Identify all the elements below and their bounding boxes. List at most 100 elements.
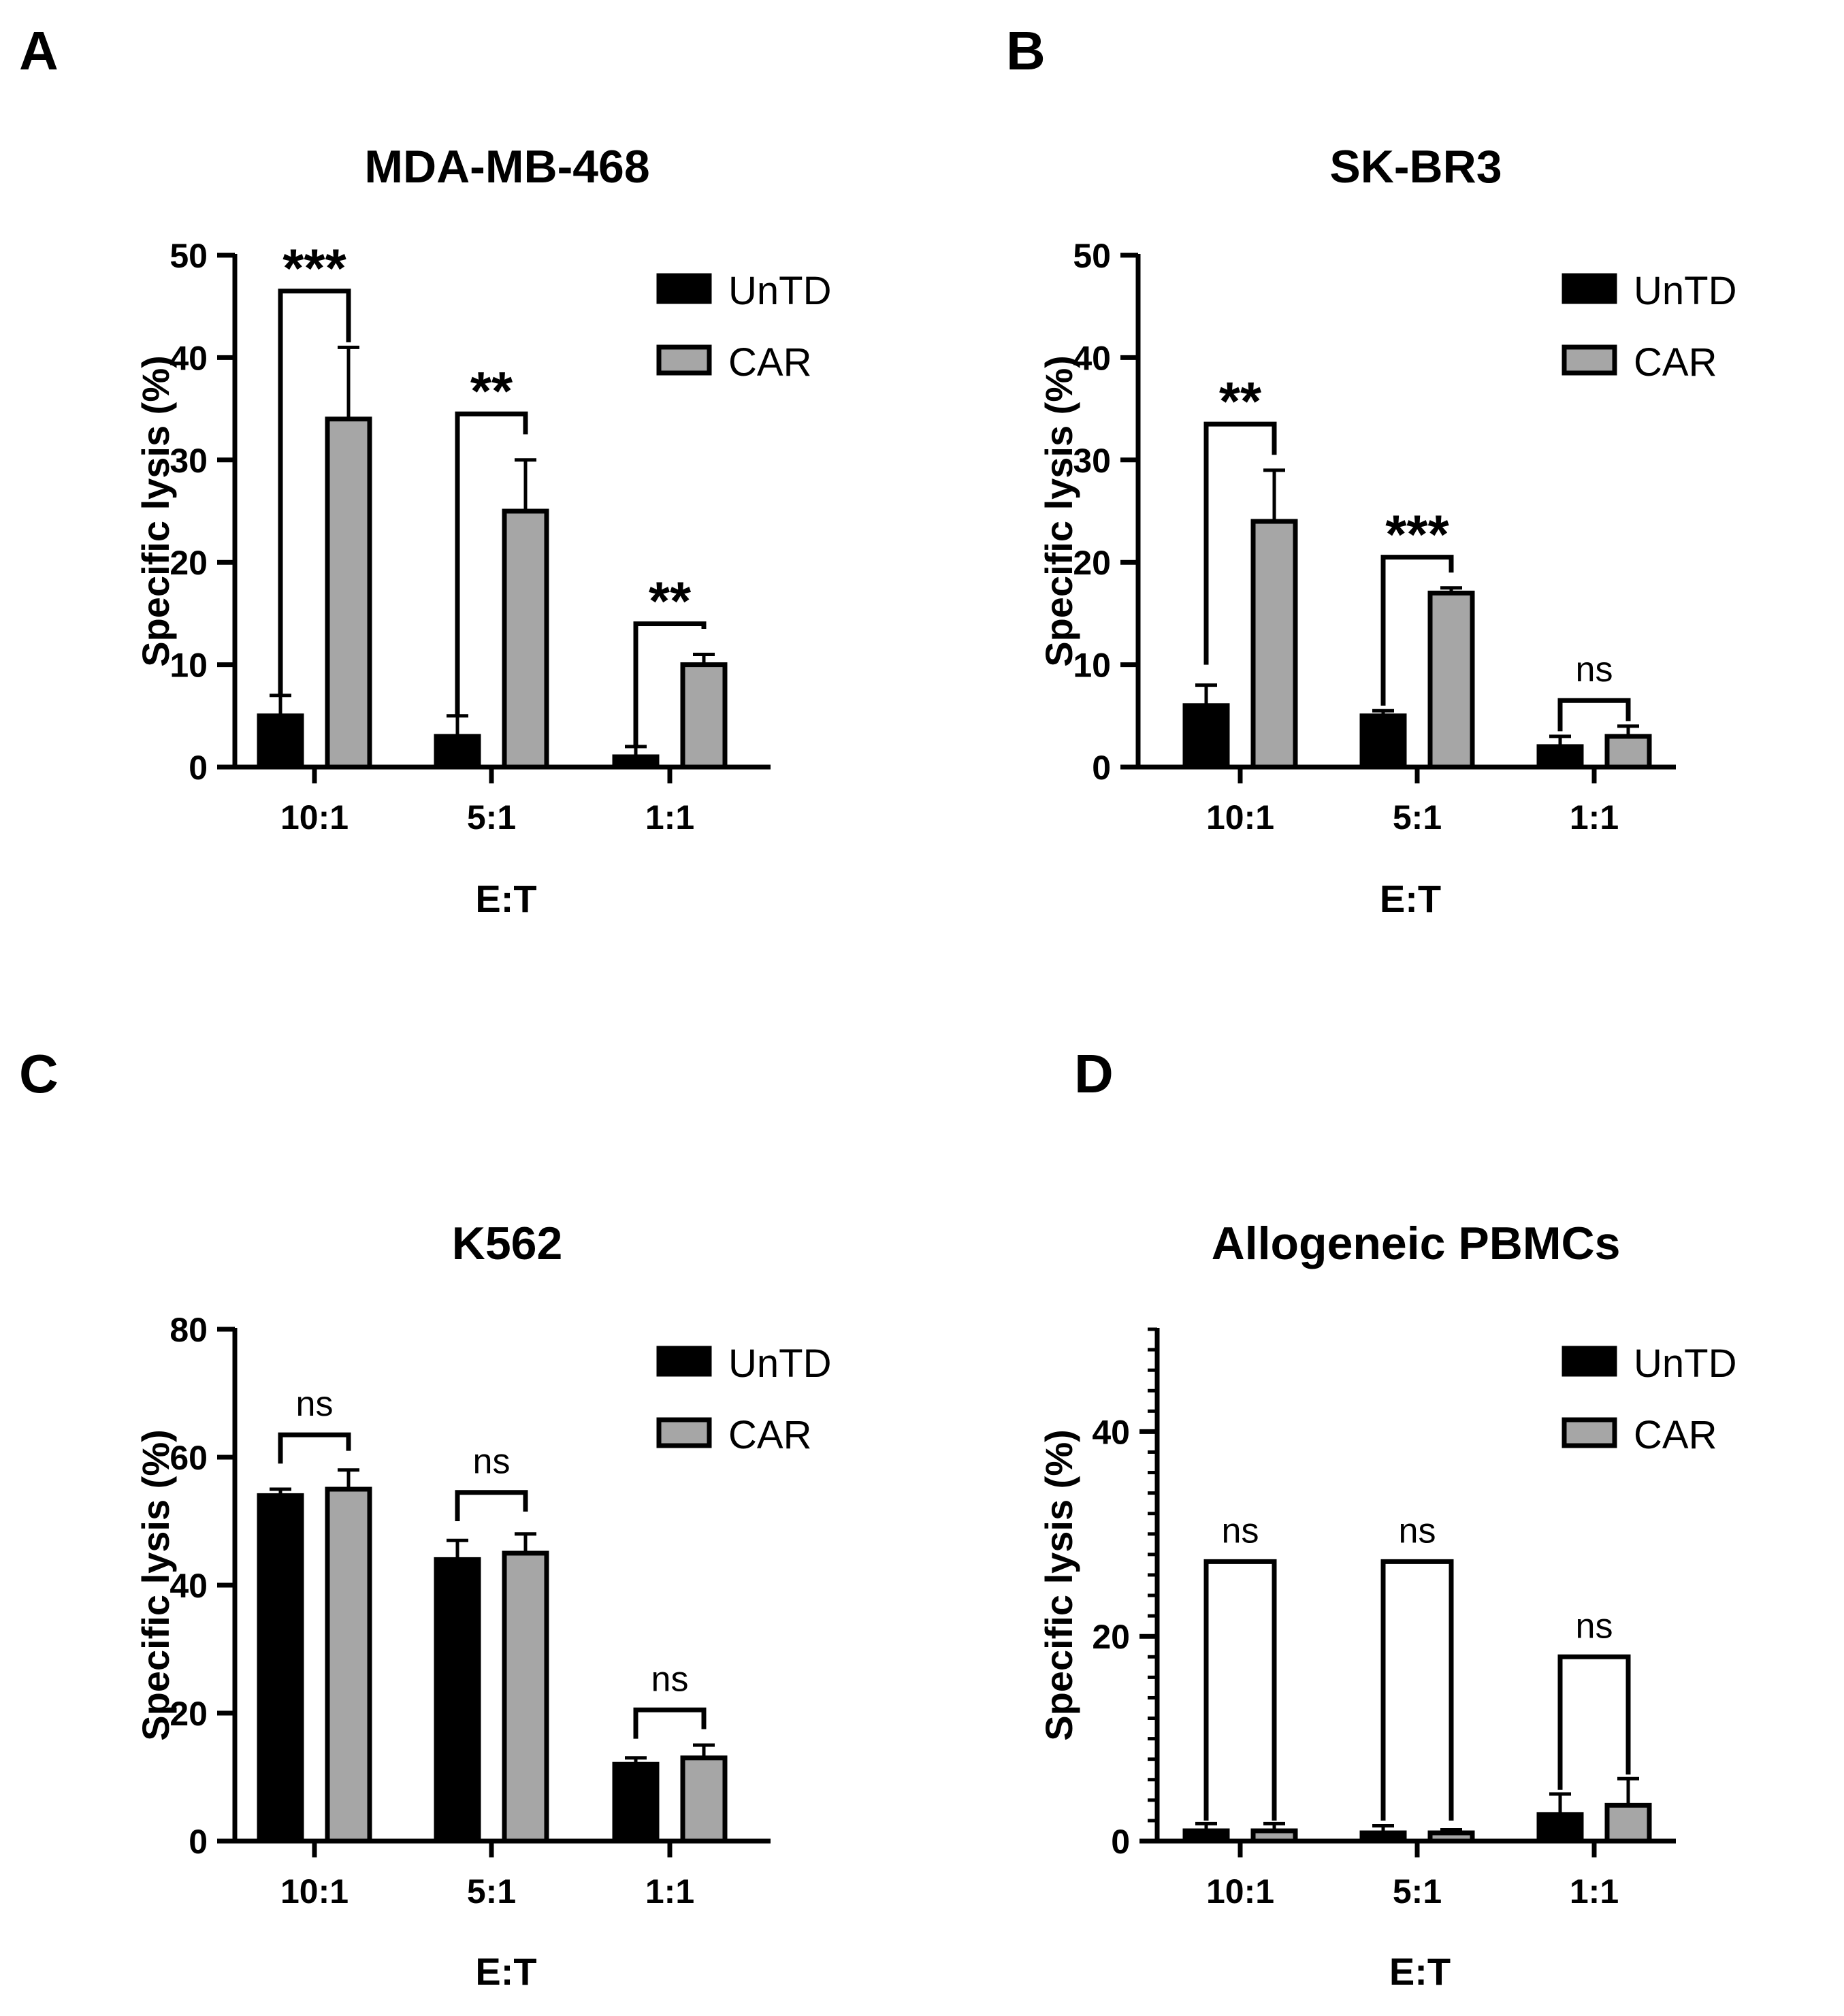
bar-car-5-1 [1427, 1830, 1475, 1844]
significance-label: ns [296, 1384, 334, 1424]
legend-swatch-untd [656, 1346, 712, 1377]
legend-swatch-untd [656, 273, 712, 304]
x-tick-label: 1:1 [1570, 1872, 1619, 1911]
x-tick-label: 10:1 [280, 798, 349, 836]
bar-untd-10-1 [1182, 703, 1230, 770]
y-tick-label: 40 [169, 339, 208, 377]
significance-label: ** [649, 570, 692, 631]
legend-label-car: CAR [1634, 1413, 1717, 1457]
significance-bracket [278, 1432, 351, 1464]
bar-untd-10-1 [1182, 1828, 1230, 1844]
y-tick-label: 0 [1092, 749, 1111, 787]
panels-layer: A MDA-MB-468 0 10 20 30 40 50 Specific lysis (%)… [19, 20, 1736, 1993]
legend-label-untd: UnTD [728, 1342, 831, 1386]
x-tick-label: 5:1 [467, 798, 516, 836]
significance-label: ** [1219, 371, 1262, 432]
significance-bracket [1380, 555, 1454, 706]
y-tick-label: 20 [1092, 1618, 1130, 1656]
bar-car-1-1 [680, 1755, 728, 1844]
y-tick-label: 20 [169, 1695, 208, 1733]
x-tick-label: 10:1 [1206, 1872, 1274, 1911]
x-tick-label: 5:1 [467, 1872, 516, 1911]
significance-label: *** [282, 238, 346, 299]
x-tick-label: 1:1 [1570, 798, 1619, 836]
y-tick-label: 0 [189, 749, 208, 787]
y-tick-label: 20 [169, 544, 208, 582]
y-tick-label: 0 [189, 1823, 208, 1861]
y-tick-label: 10 [1073, 647, 1111, 685]
x-axis-label: E:T [1380, 877, 1441, 920]
y-tick-label: 50 [1073, 237, 1111, 275]
significance-bracket [633, 1707, 707, 1739]
x-tick-label: 5:1 [1393, 798, 1442, 836]
legend-swatch-untd [1562, 1346, 1617, 1377]
y-tick-label: 20 [1073, 544, 1111, 582]
chart-title: K562 [452, 1218, 563, 1269]
bar-untd-10-1 [257, 1493, 304, 1844]
x-axis-label: E:T [475, 1950, 536, 1993]
panel-letter: A [19, 20, 59, 81]
y-tick-label: 30 [169, 442, 208, 480]
legend-label-untd: UnTD [1634, 269, 1736, 313]
significance-label: *** [1385, 504, 1449, 565]
bar-car-10-1 [325, 417, 372, 770]
bar-car-1-1 [1604, 734, 1652, 770]
x-axis-label: E:T [475, 877, 536, 920]
y-axis-label: Specific lysis (%) [134, 1429, 177, 1741]
bar-untd-5-1 [434, 1557, 481, 1844]
x-tick-label: 1:1 [645, 798, 694, 836]
chart-title: SK-BR3 [1329, 141, 1502, 193]
chart-title: Allogeneic PBMCs [1212, 1218, 1621, 1269]
bar-untd-1-1 [1536, 1812, 1584, 1844]
panel-d: D Allogeneic PBMCs 0 20 40 Specific lysis (%)… [1037, 1043, 1736, 1993]
y-axis-label: Specific lysis (%) [1037, 1429, 1080, 1741]
significance-bracket [1380, 1559, 1454, 1821]
y-axis-label: Specific lysis (%) [134, 355, 177, 667]
bar-untd-5-1 [434, 734, 481, 770]
significance-label: ** [470, 361, 513, 421]
y-tick-label: 10 [169, 647, 208, 685]
bar-car-1-1 [1604, 1802, 1652, 1844]
significance-label: ns [473, 1442, 511, 1482]
significance-bracket [278, 289, 351, 696]
significance-bracket [1557, 698, 1631, 732]
y-tick-label: 0 [1111, 1823, 1130, 1861]
legend-label-untd: UnTD [728, 269, 831, 313]
legend-label-car: CAR [728, 340, 811, 385]
legend-swatch-car [1562, 1417, 1617, 1448]
significance-label: ns [651, 1659, 689, 1699]
bar-untd-5-1 [1359, 1830, 1407, 1844]
legend-swatch-untd [1562, 273, 1617, 304]
y-tick-label: 40 [169, 1567, 208, 1605]
y-tick-label: 60 [169, 1439, 208, 1477]
legend-label-untd: UnTD [1634, 1342, 1736, 1386]
bar-untd-10-1 [257, 713, 304, 770]
panel-letter: C [19, 1043, 59, 1104]
legend-swatch-car [1562, 344, 1617, 376]
bar-car-5-1 [502, 1550, 549, 1844]
x-tick-label: 10:1 [280, 1872, 349, 1911]
bar-untd-5-1 [1359, 713, 1407, 770]
significance-bracket [1203, 421, 1277, 665]
bar-car-10-1 [325, 1486, 372, 1844]
y-tick-label: 40 [1092, 1413, 1130, 1451]
significance-label: ns [1576, 650, 1613, 689]
bar-car-10-1 [1250, 1828, 1298, 1844]
bar-untd-1-1 [1536, 744, 1584, 770]
significance-bracket [1557, 1654, 1631, 1790]
significance-bracket [633, 621, 707, 747]
bar-car-5-1 [502, 508, 549, 770]
bar-car-10-1 [1250, 519, 1298, 770]
y-tick-label: 30 [1073, 442, 1111, 480]
bar-untd-1-1 [612, 754, 660, 770]
y-tick-label: 50 [169, 237, 208, 275]
significance-label: ns [1399, 1511, 1436, 1550]
panel-a: A MDA-MB-468 0 10 20 30 40 50 Specific lysis (%)… [19, 20, 831, 920]
bar-car-5-1 [1427, 590, 1475, 770]
legend-swatch-car [656, 344, 712, 376]
x-tick-label: 1:1 [645, 1872, 694, 1911]
significance-bracket [455, 1490, 528, 1521]
x-tick-label: 5:1 [1393, 1872, 1442, 1911]
